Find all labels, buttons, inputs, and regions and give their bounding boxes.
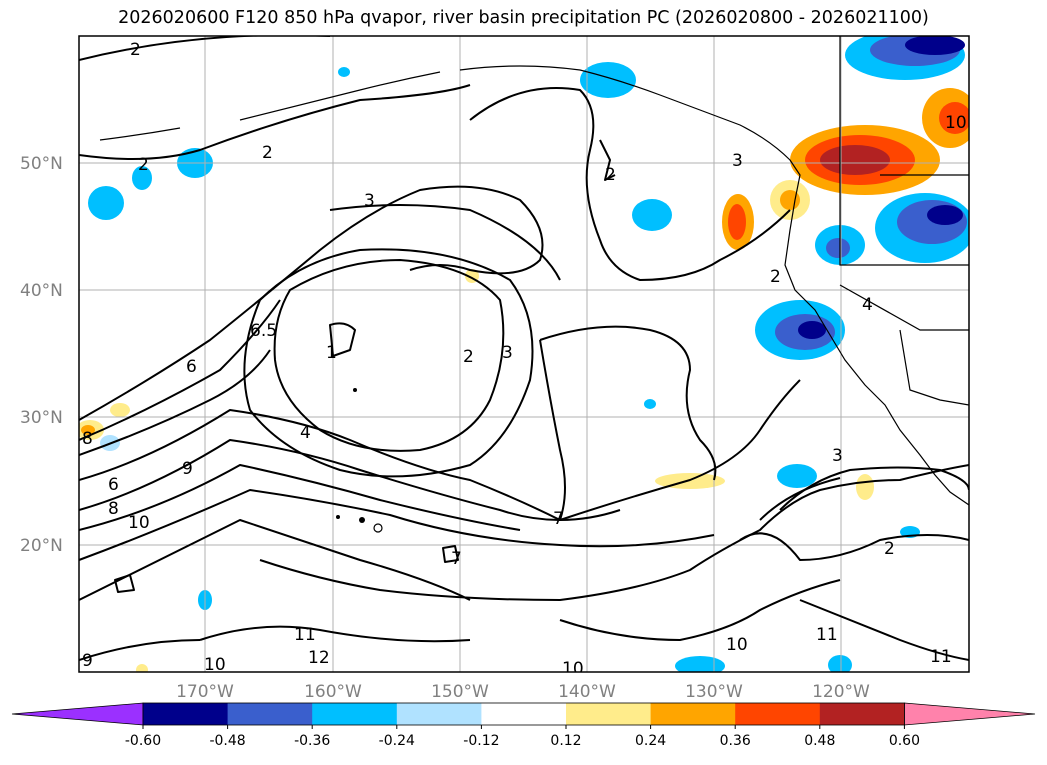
colorbar-tick-label: -0.48 [209,733,245,749]
contour-label: 1 [326,343,337,363]
colorbar-tick-label: 0.12 [550,733,581,749]
contour-labels: 2 2 2 3 3 2 3 2 1 6.5 6 4 9 6 8 8 10 7 7… [82,40,967,679]
contour-label: 11 [816,625,838,645]
colorbar-segment [312,703,398,725]
colorbar-tick-label: 0.36 [720,733,751,749]
contour-label: 10 [128,513,150,533]
contour-label: 7 [451,549,462,569]
map-title: 2026020600 F120 850 hPa qvapor, river ba… [118,8,929,28]
contour-label: 2 [130,40,141,60]
contour-label: 6.5 [250,321,277,341]
contour-label: 3 [364,191,375,211]
contour-label: 2 [605,165,616,185]
contour-label: 9 [82,651,93,671]
contour-label: 6 [186,357,197,377]
contour-label: 12 [308,648,330,668]
colorbar-tick-label: -0.36 [294,733,330,749]
contour-label: 11 [294,625,316,645]
lon-label: 130°W [685,682,743,702]
lon-label: 150°W [431,682,489,702]
lat-label: 40°N [20,281,63,301]
lat-label: 30°N [20,408,63,428]
contour-label: 6 [108,475,119,495]
lon-label: 160°W [304,682,362,702]
lat-label: 20°N [20,536,63,556]
map-plot-area: 2 2 2 3 3 2 3 2 1 6.5 6 4 9 6 8 8 10 7 7… [79,36,969,679]
colorbar-segment [143,703,229,725]
contour-label: 10 [204,655,226,675]
contour-label: 3 [502,343,513,363]
colorbar-segment [566,703,652,725]
contour-label: 10 [726,635,748,655]
lon-label: 120°W [812,682,870,702]
contour-label: 9 [182,459,193,479]
contour-label: 4 [862,295,873,315]
coastlines [99,36,969,533]
precip-pc-shading [79,36,969,672]
lat-label: 50°N [20,154,63,174]
colorbar-segment [735,703,821,725]
contour-label: 3 [832,446,843,466]
colorbar-segment [396,703,482,725]
colorbar-tick-label: -0.12 [463,733,499,749]
colorbar-tick-label: 0.60 [889,733,920,749]
contour-label: 8 [108,499,119,519]
contour-label: 2 [138,155,149,175]
colorbar-tick-label: 0.48 [804,733,835,749]
lon-label: 140°W [558,682,616,702]
colorbar-segment [650,703,736,725]
contour-label: 10 [945,113,967,133]
colorbar-outline [142,702,905,726]
contour-label: 10 [562,659,584,679]
colorbar-extend-min [11,702,144,726]
qvapor-contours [79,36,969,661]
contour-label: 2 [770,267,781,287]
colorbar-segment [227,703,313,725]
latitude-labels: 50°N 40°N 30°N 20°N [20,154,63,556]
contour-label: 8 [82,429,93,449]
contour-label: 2 [463,347,474,367]
contour-label: 11 [930,647,952,667]
lon-label: 170°W [176,682,234,702]
colorbar-tick-label: -0.60 [125,733,161,749]
longitude-labels: 170°W 160°W 150°W 140°W 130°W 120°W [176,682,870,702]
colorbar-tick-label: 0.24 [635,733,666,749]
contour-label: 7 [553,509,564,529]
colorbar-tick-label: -0.24 [379,733,415,749]
contour-label: 2 [884,539,895,559]
contour-label: 3 [732,151,743,171]
colorbar-extend-max [904,702,1036,726]
contour-label: 4 [300,423,311,443]
colorbar-segment [819,703,905,725]
colorbar-segment [481,703,567,725]
plot-frame [78,35,970,673]
colorbar: -0.60 -0.48 -0.36 -0.24 -0.12 0.12 0.24 0.36 0.4… [11,702,1036,749]
contour-label: 2 [262,143,273,163]
